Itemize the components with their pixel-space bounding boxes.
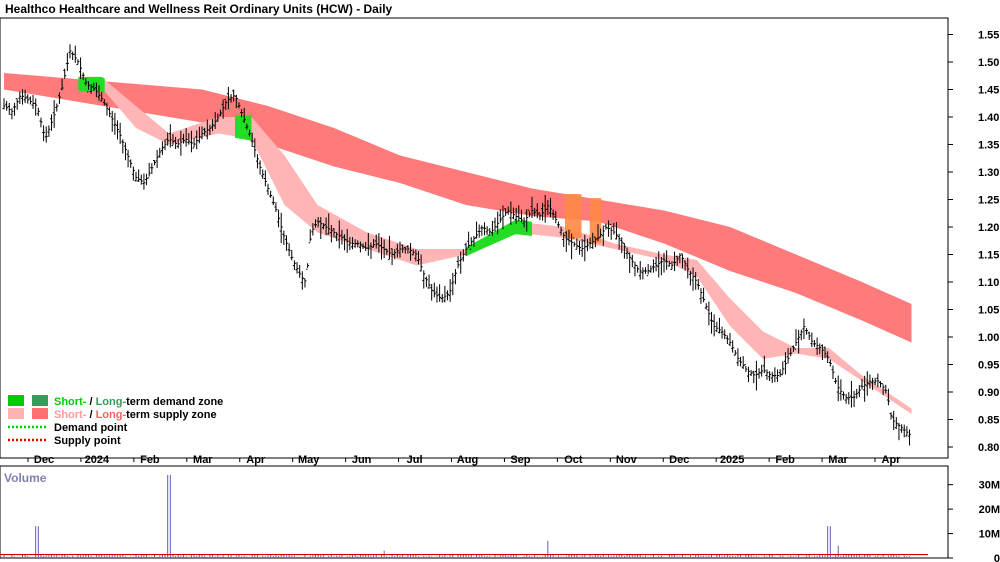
volume-frame: [0, 465, 949, 559]
price-panel: 1.55 1.50 1.45 1.40 1.35 1.30 1.25 1.20 1.15 1.10…: [0, 17, 999, 466]
legend-label: Short- / Long-term supply zone: [54, 409, 217, 421]
legend-swatch-long: [32, 395, 48, 406]
price-tick-label: 1.20: [978, 222, 999, 234]
price-tick-label: 0.85: [978, 415, 999, 427]
legend-label: Supply point: [54, 435, 121, 447]
legend-swatch-short: [8, 395, 24, 406]
x-tick-label: Mar: [828, 454, 848, 466]
price-tick-label: 0.90: [978, 387, 999, 399]
volume-tick-label: 0: [994, 553, 1000, 562]
x-tick-label: Apr: [882, 454, 902, 466]
x-tick-label: Feb: [140, 454, 160, 466]
short-term-demand-zone: [466, 219, 532, 257]
price-tick-label: 0.80: [978, 442, 999, 454]
x-tick-label: 2025: [720, 454, 744, 466]
legend-row: Short- / Long-term demand zone: [8, 395, 223, 408]
price-tick-label: 1.50: [978, 57, 999, 69]
long-term-supply-zone: [4, 73, 912, 343]
x-tick-label: Apr: [246, 454, 266, 466]
x-tick-label: Oct: [564, 454, 583, 466]
price-tick-label: 1.45: [978, 85, 999, 97]
legend-row: Demand point: [8, 422, 128, 434]
legend-row: Short- / Long-term supply zone: [8, 408, 217, 421]
x-tick-label: Mar: [193, 454, 213, 466]
legend-label: Short- / Long-term demand zone: [54, 396, 223, 408]
price-tick-label: 1.15: [978, 250, 999, 262]
short-term-demand-zone: [235, 115, 252, 141]
volume-panel: 30M 20M 10M 0: [0, 465, 1000, 562]
price-tick-label: 1.35: [978, 140, 999, 152]
price-tick-label: 1.00: [978, 332, 999, 344]
price-tick-label: 1.30: [978, 167, 999, 179]
x-tick-label: 2024: [85, 454, 110, 466]
x-tick-label: Feb: [775, 454, 795, 466]
price-tick-label: 1.25: [978, 195, 999, 207]
chart-title: Healthco Healthcare and Wellness Reit Or…: [5, 2, 393, 16]
price-tick-label: 0.95: [978, 360, 999, 372]
legend-label: Demand point: [54, 422, 128, 434]
x-tick-label: Jun: [352, 454, 372, 466]
volume-tick-label: 30M: [979, 480, 1000, 492]
volume-tick-label: 10M: [979, 529, 1000, 541]
price-tick-label: 1.05: [978, 305, 999, 317]
volume-title: Volume: [4, 471, 47, 485]
overlap-zone: [589, 198, 602, 244]
x-tick-label: Aug: [457, 454, 478, 466]
x-tick-label: May: [298, 454, 320, 466]
x-tick-label: Sep: [510, 454, 530, 466]
legend-swatch-long: [32, 408, 48, 419]
x-tick-label: Nov: [616, 454, 638, 466]
price-tick-label: 1.40: [978, 112, 999, 124]
x-tick-label: Dec: [34, 454, 54, 466]
legend-swatch-short: [8, 408, 24, 419]
x-tick-label: Dec: [669, 454, 689, 466]
overlap-zone: [565, 194, 582, 238]
volume-tick-label: 20M: [979, 504, 1000, 516]
legend-row: Supply point: [8, 435, 121, 447]
price-tick-label: 1.10: [978, 277, 999, 289]
price-tick-label: 1.55: [978, 30, 999, 42]
x-tick-label: Jul: [407, 454, 423, 466]
